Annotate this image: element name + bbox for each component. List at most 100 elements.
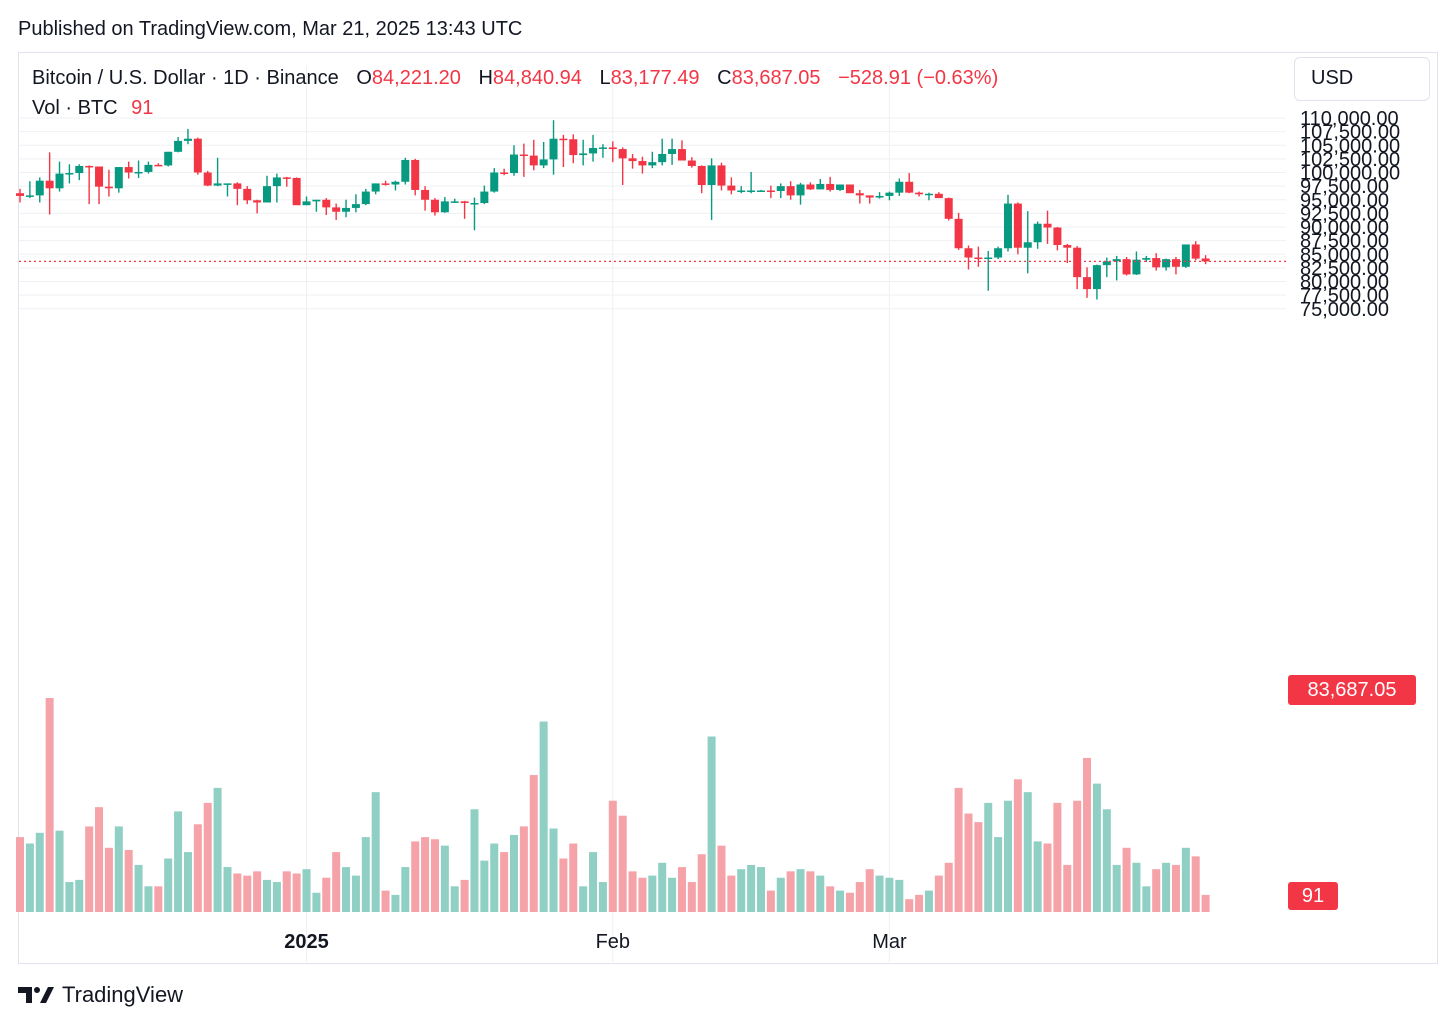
candle-body[interactable] bbox=[924, 193, 933, 196]
candle-body[interactable] bbox=[342, 207, 351, 212]
candle-body[interactable] bbox=[589, 147, 598, 154]
candle-body[interactable] bbox=[500, 172, 509, 175]
candle-body[interactable] bbox=[954, 218, 963, 249]
candle-body[interactable] bbox=[816, 183, 825, 190]
candle-body[interactable] bbox=[836, 184, 845, 190]
candle-body[interactable] bbox=[1073, 247, 1082, 278]
candle-body[interactable] bbox=[470, 203, 479, 205]
candle-body[interactable] bbox=[1033, 223, 1042, 243]
candle-body[interactable] bbox=[1083, 277, 1092, 290]
candle-body[interactable] bbox=[292, 177, 301, 206]
candle-body[interactable] bbox=[875, 195, 884, 198]
candle-body[interactable] bbox=[1152, 258, 1161, 268]
candle-body[interactable] bbox=[134, 171, 143, 174]
candle-body[interactable] bbox=[1201, 258, 1210, 262]
candle-body[interactable] bbox=[104, 186, 113, 189]
candle-body[interactable] bbox=[124, 167, 133, 173]
candle-body[interactable] bbox=[193, 138, 202, 173]
candle-body[interactable] bbox=[648, 162, 657, 166]
candle-body[interactable] bbox=[1053, 227, 1062, 245]
candle-body[interactable] bbox=[490, 172, 499, 192]
candle-body[interactable] bbox=[164, 151, 173, 166]
candle-body[interactable] bbox=[638, 161, 647, 166]
candle-body[interactable] bbox=[1063, 244, 1072, 248]
candle-body[interactable] bbox=[1142, 258, 1151, 260]
candle-body[interactable] bbox=[539, 159, 548, 166]
candle-body[interactable] bbox=[253, 200, 262, 203]
candle-body[interactable] bbox=[845, 184, 854, 194]
candle-body[interactable] bbox=[460, 201, 469, 204]
candle-body[interactable] bbox=[579, 153, 588, 156]
candle-body[interactable] bbox=[381, 183, 390, 185]
candle-body[interactable] bbox=[55, 173, 64, 189]
candle-body[interactable] bbox=[401, 159, 410, 182]
candle-body[interactable] bbox=[35, 180, 44, 196]
candle-body[interactable] bbox=[618, 149, 627, 159]
candle-body[interactable] bbox=[85, 165, 94, 168]
candle-body[interactable] bbox=[1191, 244, 1200, 259]
candle-body[interactable] bbox=[371, 183, 380, 192]
candle-body[interactable] bbox=[786, 186, 795, 196]
candle-body[interactable] bbox=[272, 177, 281, 187]
candle-body[interactable] bbox=[766, 190, 775, 192]
candle-body[interactable] bbox=[114, 167, 123, 189]
candle-body[interactable] bbox=[915, 192, 924, 195]
candle-body[interactable] bbox=[391, 181, 400, 185]
candle-body[interactable] bbox=[16, 193, 24, 196]
candle-body[interactable] bbox=[1023, 242, 1032, 248]
candle-body[interactable] bbox=[282, 177, 291, 179]
candle-body[interactable] bbox=[154, 164, 163, 167]
candle-body[interactable] bbox=[1043, 223, 1052, 228]
candle-body[interactable] bbox=[1092, 265, 1101, 290]
candle-body[interactable] bbox=[312, 199, 321, 202]
candle-body[interactable] bbox=[65, 173, 74, 175]
candle-body[interactable] bbox=[776, 186, 785, 192]
currency-button[interactable]: USD bbox=[1294, 57, 1430, 101]
candle-body[interactable] bbox=[806, 184, 815, 190]
candle-body[interactable] bbox=[559, 138, 568, 141]
candle-body[interactable] bbox=[75, 165, 84, 174]
candle-body[interactable] bbox=[411, 159, 420, 190]
candle-body[interactable] bbox=[1132, 259, 1141, 275]
candle-body[interactable] bbox=[727, 185, 736, 191]
candle-body[interactable] bbox=[361, 191, 370, 205]
candle-body[interactable] bbox=[964, 248, 973, 258]
candle-body[interactable] bbox=[569, 139, 578, 156]
candle-body[interactable] bbox=[944, 198, 953, 219]
candle-body[interactable] bbox=[351, 204, 360, 208]
candle-body[interactable] bbox=[45, 180, 54, 189]
candle-body[interactable] bbox=[677, 149, 686, 161]
candle-body[interactable] bbox=[430, 199, 439, 213]
candle-body[interactable] bbox=[203, 172, 212, 186]
candle-body[interactable] bbox=[717, 165, 726, 186]
candle-body[interactable] bbox=[95, 166, 104, 187]
candle-body[interactable] bbox=[865, 195, 874, 198]
candle-body[interactable] bbox=[598, 147, 607, 149]
candle-body[interactable] bbox=[707, 165, 716, 186]
candle-body[interactable] bbox=[658, 153, 667, 163]
candle-body[interactable] bbox=[1102, 261, 1111, 266]
candle-body[interactable] bbox=[855, 193, 864, 196]
candle-body[interactable] bbox=[747, 190, 756, 192]
candle-body[interactable] bbox=[174, 140, 183, 152]
candle-body[interactable] bbox=[421, 189, 430, 200]
candle-body[interactable] bbox=[1013, 203, 1022, 248]
candle-body[interactable] bbox=[233, 183, 242, 189]
candle-body[interactable] bbox=[1162, 259, 1171, 268]
candle-body[interactable] bbox=[322, 199, 331, 208]
candle-body[interactable] bbox=[628, 158, 637, 162]
candle-body[interactable] bbox=[687, 160, 696, 166]
candle-body[interactable] bbox=[885, 192, 894, 196]
candle-body[interactable] bbox=[757, 190, 765, 192]
candle-body[interactable] bbox=[796, 184, 805, 196]
candle-body[interactable] bbox=[1171, 259, 1180, 267]
candle-body[interactable] bbox=[974, 257, 983, 260]
candle-body[interactable] bbox=[183, 138, 192, 141]
candle-body[interactable] bbox=[223, 183, 232, 185]
candle-body[interactable] bbox=[302, 201, 311, 206]
candle-body[interactable] bbox=[608, 147, 617, 150]
candle-body[interactable] bbox=[213, 183, 222, 186]
candle-body[interactable] bbox=[697, 165, 706, 186]
candle-body[interactable] bbox=[549, 138, 558, 160]
